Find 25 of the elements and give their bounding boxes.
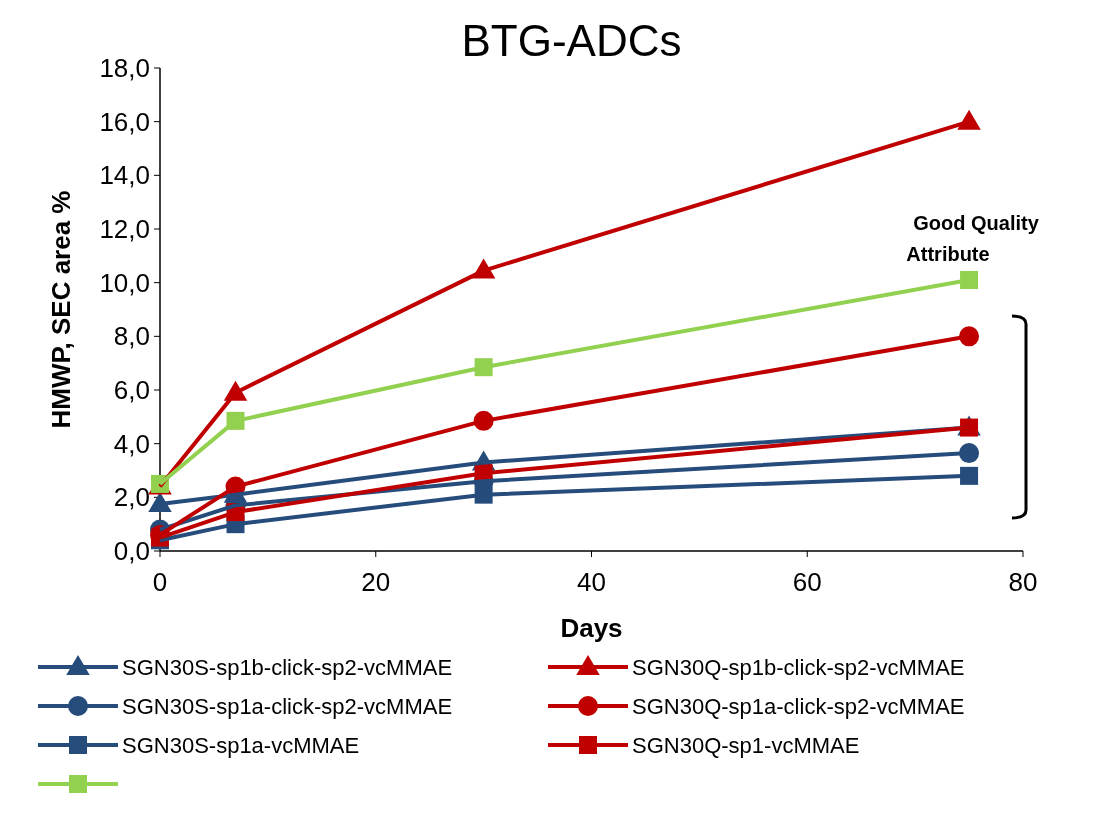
y-tick-label: 6,0 [113, 375, 150, 406]
y-tick-label: 2,0 [113, 482, 150, 513]
legend-label: SGN30Q-sp1-vcMMAE [632, 732, 860, 758]
chart-title: BTG-ADCs [461, 16, 682, 65]
legend-label: SGN30Q-sp1a-click-sp2-vcMMAE [632, 693, 965, 719]
x-tick-label: 40 [577, 567, 606, 597]
x-tick-label: 20 [361, 567, 391, 597]
legend-label: SGN30S-sp1a-vcMMAE [122, 732, 360, 758]
y-tick-label: 12,0 [99, 214, 150, 245]
x-tick-label: 0 [152, 567, 168, 597]
y-tick-label: 0,0 [113, 536, 150, 567]
x-tick-label: 80 [1008, 567, 1038, 597]
legend-label: SGN30S-sp1a-click-sp2-vcMMAE [122, 693, 453, 719]
legend-label: SGN30Q-sp1b-click-sp2-vcMMAE [632, 654, 965, 680]
y-tick-label: 18,0 [99, 53, 150, 84]
y-axis-title: HMWP, SEC area % [46, 190, 76, 429]
x-tick-label: 60 [792, 567, 822, 597]
x-axis-title: Days [560, 613, 623, 643]
legend-label: SGN30S-sp1b-click-sp2-vcMMAE [122, 654, 453, 680]
y-tick-label: 10,0 [99, 267, 150, 298]
y-tick-label: 8,0 [113, 321, 150, 352]
annotation: Good Quality Attribute [906, 212, 1040, 265]
y-tick-label: 16,0 [99, 106, 150, 137]
y-tick-label: 4,0 [113, 428, 150, 459]
y-tick-label: 14,0 [99, 160, 150, 191]
